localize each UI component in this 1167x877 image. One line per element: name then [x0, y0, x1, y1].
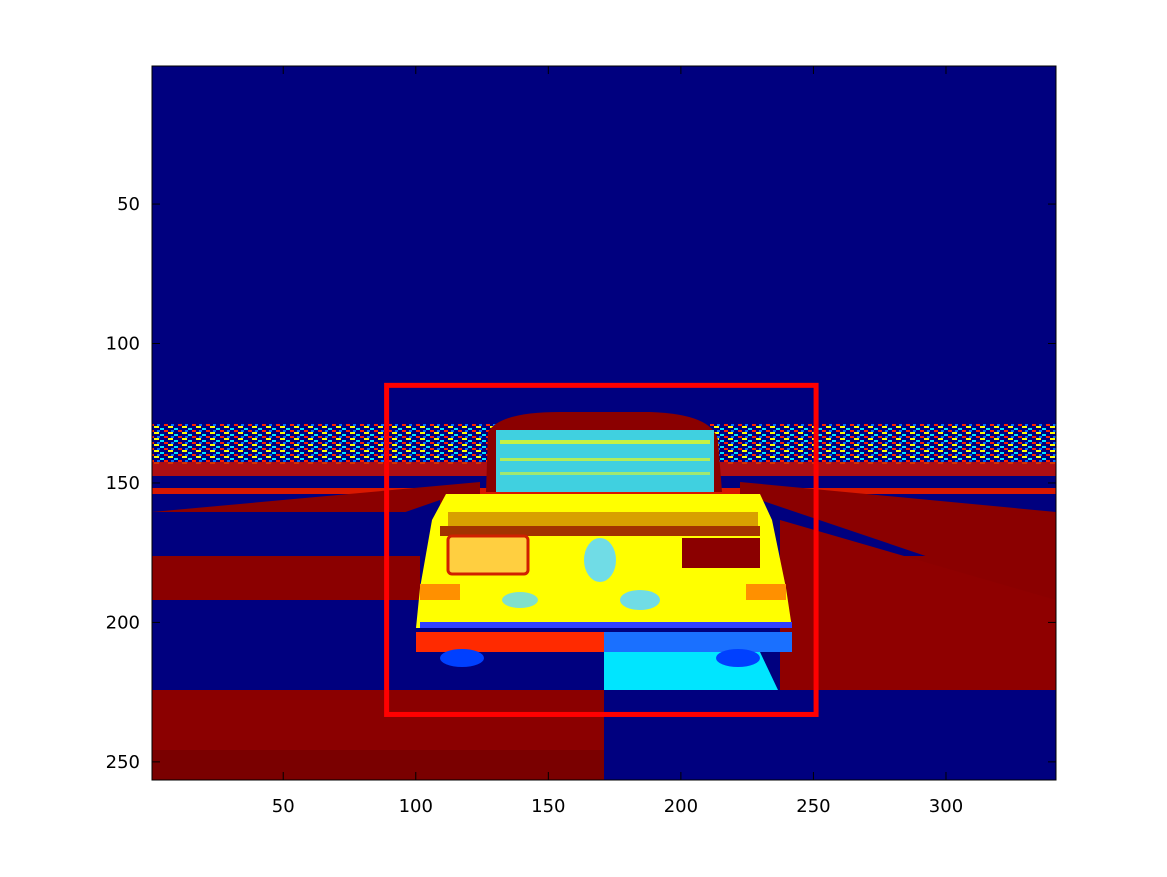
right-wheel: [716, 649, 760, 667]
floor-left-wedge: [152, 482, 480, 512]
right-tail-light: [682, 538, 760, 568]
x-tick-label: 50: [272, 796, 295, 817]
y-axis: 50 100 150 200 250: [106, 194, 1056, 773]
x-tick-label: 150: [531, 796, 565, 817]
x-tick-label: 200: [664, 796, 698, 817]
x-tick-label: 300: [929, 796, 963, 817]
x-tick-label: 250: [796, 796, 830, 817]
x-tick-label: 100: [399, 796, 433, 817]
left-wheel: [440, 649, 484, 667]
y-tick-label: 100: [106, 334, 140, 355]
car-bumper-right: [604, 632, 792, 652]
left-tail-light: [446, 534, 530, 576]
y-tick-label: 150: [106, 473, 140, 494]
y-tick-label: 250: [106, 752, 140, 773]
car-bumper-left: [416, 632, 604, 652]
bounding-box: [384, 382, 819, 717]
y-tick-label: 50: [117, 194, 140, 215]
x-axis: 50 100 150 200 250 300: [272, 66, 963, 817]
y-tick-label: 200: [106, 612, 140, 633]
floor-bottom-right: [604, 690, 1056, 780]
scene-image: [152, 66, 1056, 780]
axes-frame: [151, 65, 1057, 781]
